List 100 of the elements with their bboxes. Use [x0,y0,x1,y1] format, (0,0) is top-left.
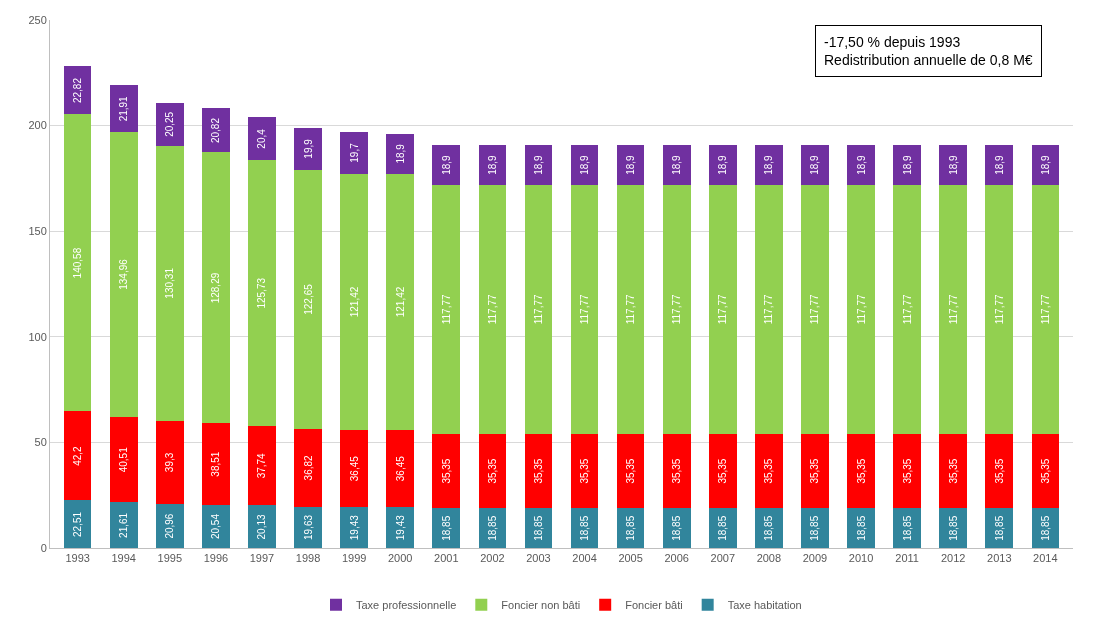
data-label: 36,45 [348,455,360,482]
data-label: 19,7 [348,142,360,163]
bar [478,433,507,509]
x-tick-label: 1999 [341,552,367,565]
x-tick-label: 2000 [387,552,413,565]
data-label: 19,63 [302,514,314,540]
x-tick-label: 1993 [65,552,90,565]
bar [340,506,368,548]
data-label: 18,9 [579,154,591,175]
x-tick-label: 2007 [710,552,736,565]
y-tick-label: 0 [40,541,47,554]
x-tick-label: 2014 [1033,552,1058,565]
data-label: 35,35 [440,458,452,484]
data-label: 18,85 [809,515,821,541]
data-label: 35,35 [1039,458,1051,484]
bar [63,114,92,412]
data-label: 35,35 [579,458,591,484]
bar [939,508,968,548]
data-label: 36,45 [394,455,406,482]
data-label: 39,3 [164,452,176,473]
y-tick-label: 200 [28,119,47,132]
data-label: 117,77 [486,294,498,325]
data-label: 128,29 [210,272,222,304]
data-label: 117,77 [1039,294,1051,325]
bar [662,184,691,434]
bar [63,411,92,501]
data-label: 18,85 [855,515,867,541]
bar [386,173,415,430]
legend-label: Taxe professionnelle [356,599,457,612]
data-label: 19,9 [302,138,314,159]
bar [155,102,184,146]
bar [893,508,921,548]
bar [801,508,829,548]
data-label: 42,2 [72,445,84,466]
bar [155,503,184,548]
bar [109,502,138,548]
data-label: 20,13 [256,514,268,540]
data-label: 18,9 [855,154,867,175]
bar [893,184,921,434]
data-label: 18,85 [763,515,775,541]
bar [755,184,783,434]
data-label: 117,77 [440,294,452,325]
bar [847,433,875,509]
y-tick-label: 100 [28,330,47,343]
data-label: 18,85 [717,515,729,541]
data-label: 18,85 [486,515,498,541]
data-label: 117,77 [671,294,683,325]
x-tick-label: 1998 [295,552,321,565]
bar [847,508,875,548]
bar [340,131,368,174]
data-label: 134,96 [118,258,130,290]
data-label: 40,51 [118,446,130,473]
x-tick-label: 1994 [111,552,136,565]
bar [202,504,230,548]
data-label: 18,85 [440,515,452,541]
data-label: 117,77 [993,294,1005,325]
data-label: 20,25 [164,111,176,137]
bar [155,145,184,421]
data-label: 35,35 [855,458,867,484]
data-label: 117,77 [763,294,775,325]
x-tick-label: 2011 [895,552,919,565]
bar [294,428,322,507]
bar [155,420,184,504]
bar [202,108,230,153]
bar [708,508,737,548]
data-label: 18,9 [440,154,452,175]
bar [248,425,276,506]
data-label: 35,35 [763,458,775,484]
data-label: 130,31 [164,267,176,299]
bar [985,508,1014,548]
bar [985,433,1014,509]
data-label: 18,9 [809,154,821,175]
data-label: 18,9 [625,154,637,175]
x-tick-label: 2008 [756,552,782,565]
data-label: 18,9 [763,154,775,175]
x-tick-label: 2012 [940,552,966,565]
data-label: 21,91 [118,95,130,122]
data-label: 18,9 [993,154,1005,175]
bar [708,144,737,185]
bar [340,173,368,430]
bar [432,508,461,548]
bar [708,184,737,434]
x-tick-label: 2001 [434,552,459,565]
bar [755,508,783,548]
bar [248,505,276,548]
data-label: 121,42 [394,286,406,318]
x-tick-label: 2003 [526,552,551,565]
data-label: 35,35 [947,458,959,484]
bar [340,429,368,507]
data-label: 122,65 [302,283,314,315]
x-tick-label: 1996 [203,552,229,565]
bar [1031,184,1060,434]
bar [985,184,1014,434]
data-label: 18,85 [532,515,544,541]
bar [662,433,691,509]
data-label: 20,4 [256,128,268,149]
data-label: 18,9 [394,143,406,164]
data-label: 140,58 [72,247,84,279]
bar [109,131,138,417]
data-label: 117,77 [579,294,591,325]
